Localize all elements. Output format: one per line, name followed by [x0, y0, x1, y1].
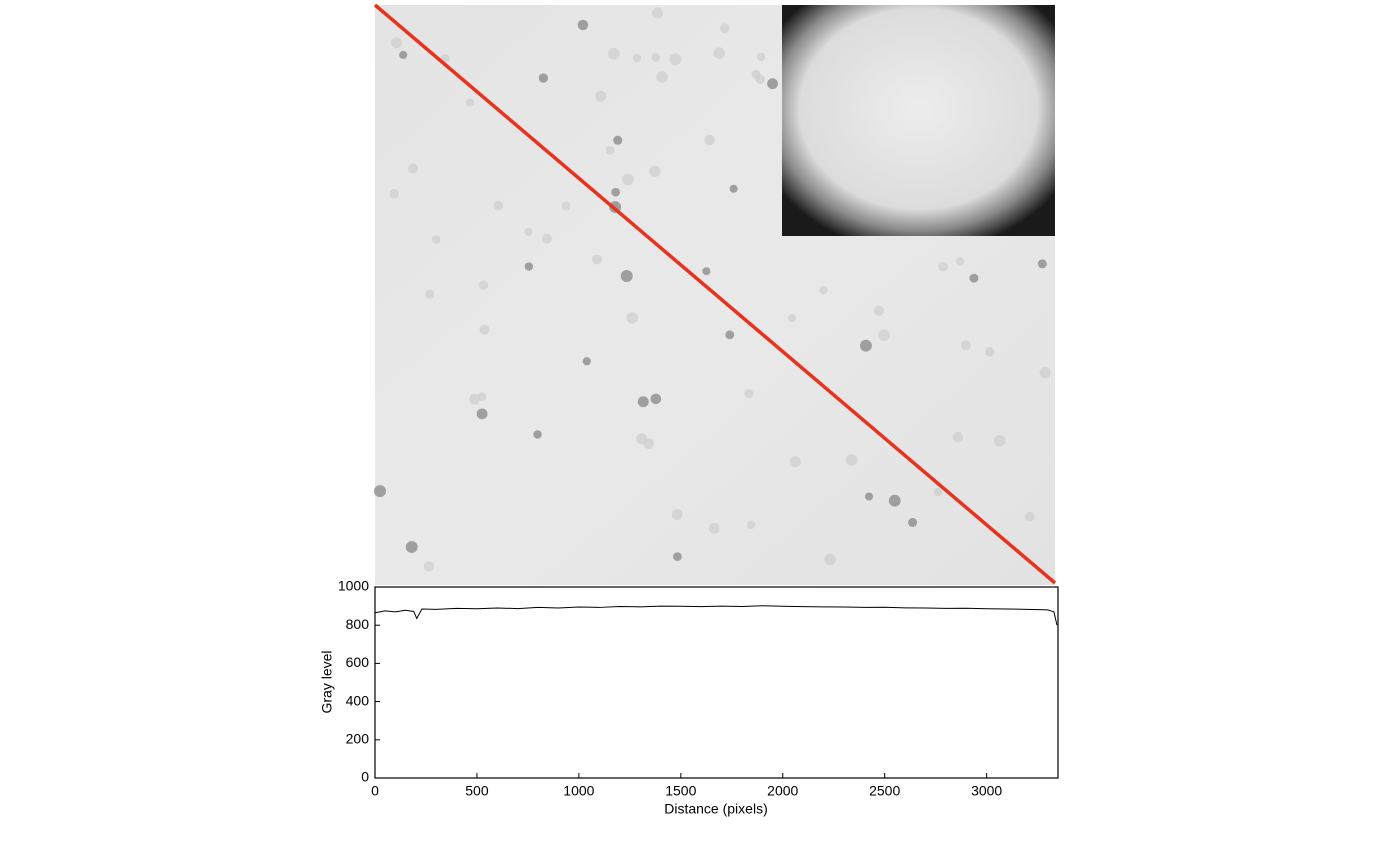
particle	[787, 314, 797, 323]
particle	[651, 7, 663, 19]
particle	[755, 74, 766, 84]
y-tick-label: 0	[361, 769, 369, 785]
particle	[673, 552, 682, 561]
x-tick-label: 1000	[563, 783, 594, 799]
particle	[405, 541, 418, 553]
particle	[719, 23, 730, 33]
micrograph	[373, 3, 1057, 585]
particle	[744, 389, 754, 399]
particle	[561, 201, 571, 211]
particle	[961, 340, 971, 351]
particle	[466, 98, 475, 107]
particle	[878, 329, 891, 342]
particle	[956, 257, 965, 266]
x-tick-label: 0	[371, 783, 379, 799]
particle	[938, 261, 948, 272]
particle	[908, 517, 918, 527]
particle	[702, 267, 711, 276]
particle	[621, 173, 634, 186]
particle	[389, 189, 399, 199]
particle	[479, 324, 490, 335]
particle	[713, 47, 726, 59]
particle	[592, 254, 602, 265]
y-tick-label: 200	[346, 731, 370, 747]
particle	[374, 485, 386, 498]
particle	[873, 305, 884, 316]
particle	[649, 165, 661, 177]
particle	[767, 78, 778, 90]
plot-frame	[374, 586, 1059, 779]
particle	[533, 430, 542, 439]
y-tick-label: 400	[346, 692, 370, 708]
particle	[1039, 366, 1051, 379]
particle	[888, 494, 901, 507]
particle	[391, 37, 403, 49]
particle	[632, 53, 642, 63]
particle	[819, 285, 828, 295]
y-tick-label: 1000	[338, 578, 369, 594]
profile-line	[373, 3, 1057, 585]
particle	[425, 289, 435, 299]
particle	[626, 312, 639, 324]
particle	[651, 53, 661, 62]
particle	[708, 522, 720, 534]
particle	[431, 235, 441, 244]
particle	[789, 456, 801, 467]
particle	[408, 163, 419, 174]
particle	[824, 553, 836, 566]
particle	[620, 270, 633, 282]
particle	[729, 184, 738, 193]
particle	[845, 454, 858, 466]
particle	[756, 52, 766, 62]
particle	[933, 487, 943, 497]
particle	[476, 408, 488, 420]
particle	[608, 47, 620, 60]
particle	[605, 145, 615, 155]
particle	[524, 227, 533, 236]
particle	[1024, 511, 1035, 522]
y-tick-label: 800	[346, 616, 370, 632]
particle	[1037, 259, 1047, 269]
particle	[613, 135, 623, 145]
particle	[399, 50, 408, 59]
x-tick-label: 3000	[971, 783, 1002, 799]
particle	[582, 357, 591, 366]
particle	[650, 393, 662, 405]
particle	[656, 71, 668, 83]
particle	[860, 339, 872, 352]
particle	[524, 262, 534, 271]
particle	[864, 492, 874, 501]
profile-curve	[374, 605, 1058, 626]
particle	[611, 187, 621, 197]
particle	[969, 273, 979, 283]
particle	[577, 19, 589, 31]
x-tick-label: 2500	[869, 783, 900, 799]
particle	[423, 561, 434, 572]
particle	[671, 509, 683, 520]
y-axis-label: Gray level	[319, 650, 335, 713]
x-tick-label: 1500	[665, 783, 696, 799]
particle	[704, 134, 715, 146]
x-tick-label: 500	[465, 783, 489, 799]
particle	[746, 520, 756, 529]
particle	[595, 90, 607, 102]
particle	[984, 347, 995, 357]
particle	[636, 433, 648, 445]
inset-image	[782, 5, 1055, 236]
particle	[469, 393, 481, 405]
particle	[669, 53, 682, 66]
particle	[478, 280, 489, 290]
y-tick-label: 600	[346, 654, 370, 670]
particle	[637, 396, 649, 408]
particle	[541, 233, 552, 244]
x-tick-label: 2000	[767, 783, 798, 799]
x-axis-label: Distance (pixels)	[664, 801, 767, 817]
particle	[993, 434, 1006, 447]
particle	[493, 200, 504, 211]
particle	[538, 73, 549, 83]
particle	[952, 431, 964, 443]
particle	[725, 330, 735, 340]
